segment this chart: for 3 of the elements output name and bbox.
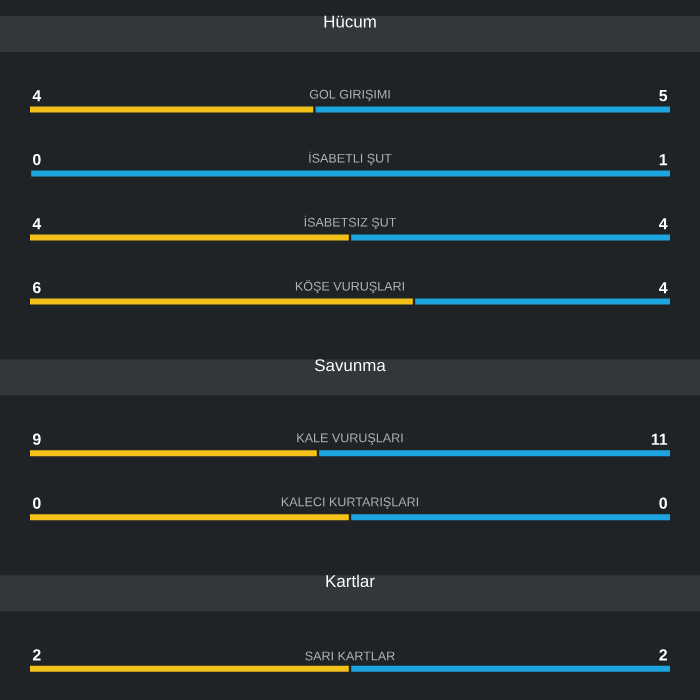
text: Kartlar: [326, 574, 375, 588]
text: Hücum: [324, 15, 376, 28]
text: Savunma: [315, 359, 386, 372]
